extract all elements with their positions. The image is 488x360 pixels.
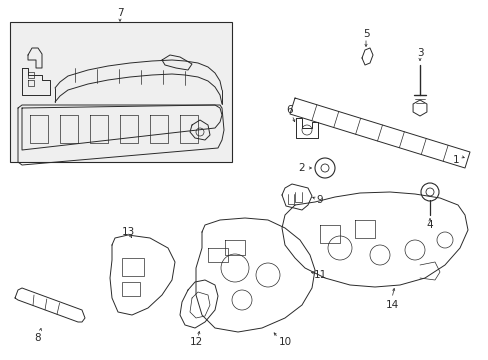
Text: 6: 6 <box>286 105 293 115</box>
Text: 4: 4 <box>426 220 432 230</box>
Text: 9: 9 <box>316 195 323 205</box>
Text: 13: 13 <box>121 227 134 237</box>
Text: 3: 3 <box>416 48 423 58</box>
Text: 7: 7 <box>117 8 123 18</box>
Text: 11: 11 <box>313 270 326 280</box>
Text: 8: 8 <box>35 333 41 343</box>
Text: 10: 10 <box>278 337 291 347</box>
Bar <box>122 282 140 296</box>
Text: 12: 12 <box>189 337 202 347</box>
Text: 14: 14 <box>385 300 398 310</box>
Text: 5: 5 <box>362 29 368 39</box>
Bar <box>122 258 143 276</box>
Text: 1: 1 <box>452 155 458 165</box>
Bar <box>10 22 231 162</box>
Text: 2: 2 <box>298 163 305 173</box>
